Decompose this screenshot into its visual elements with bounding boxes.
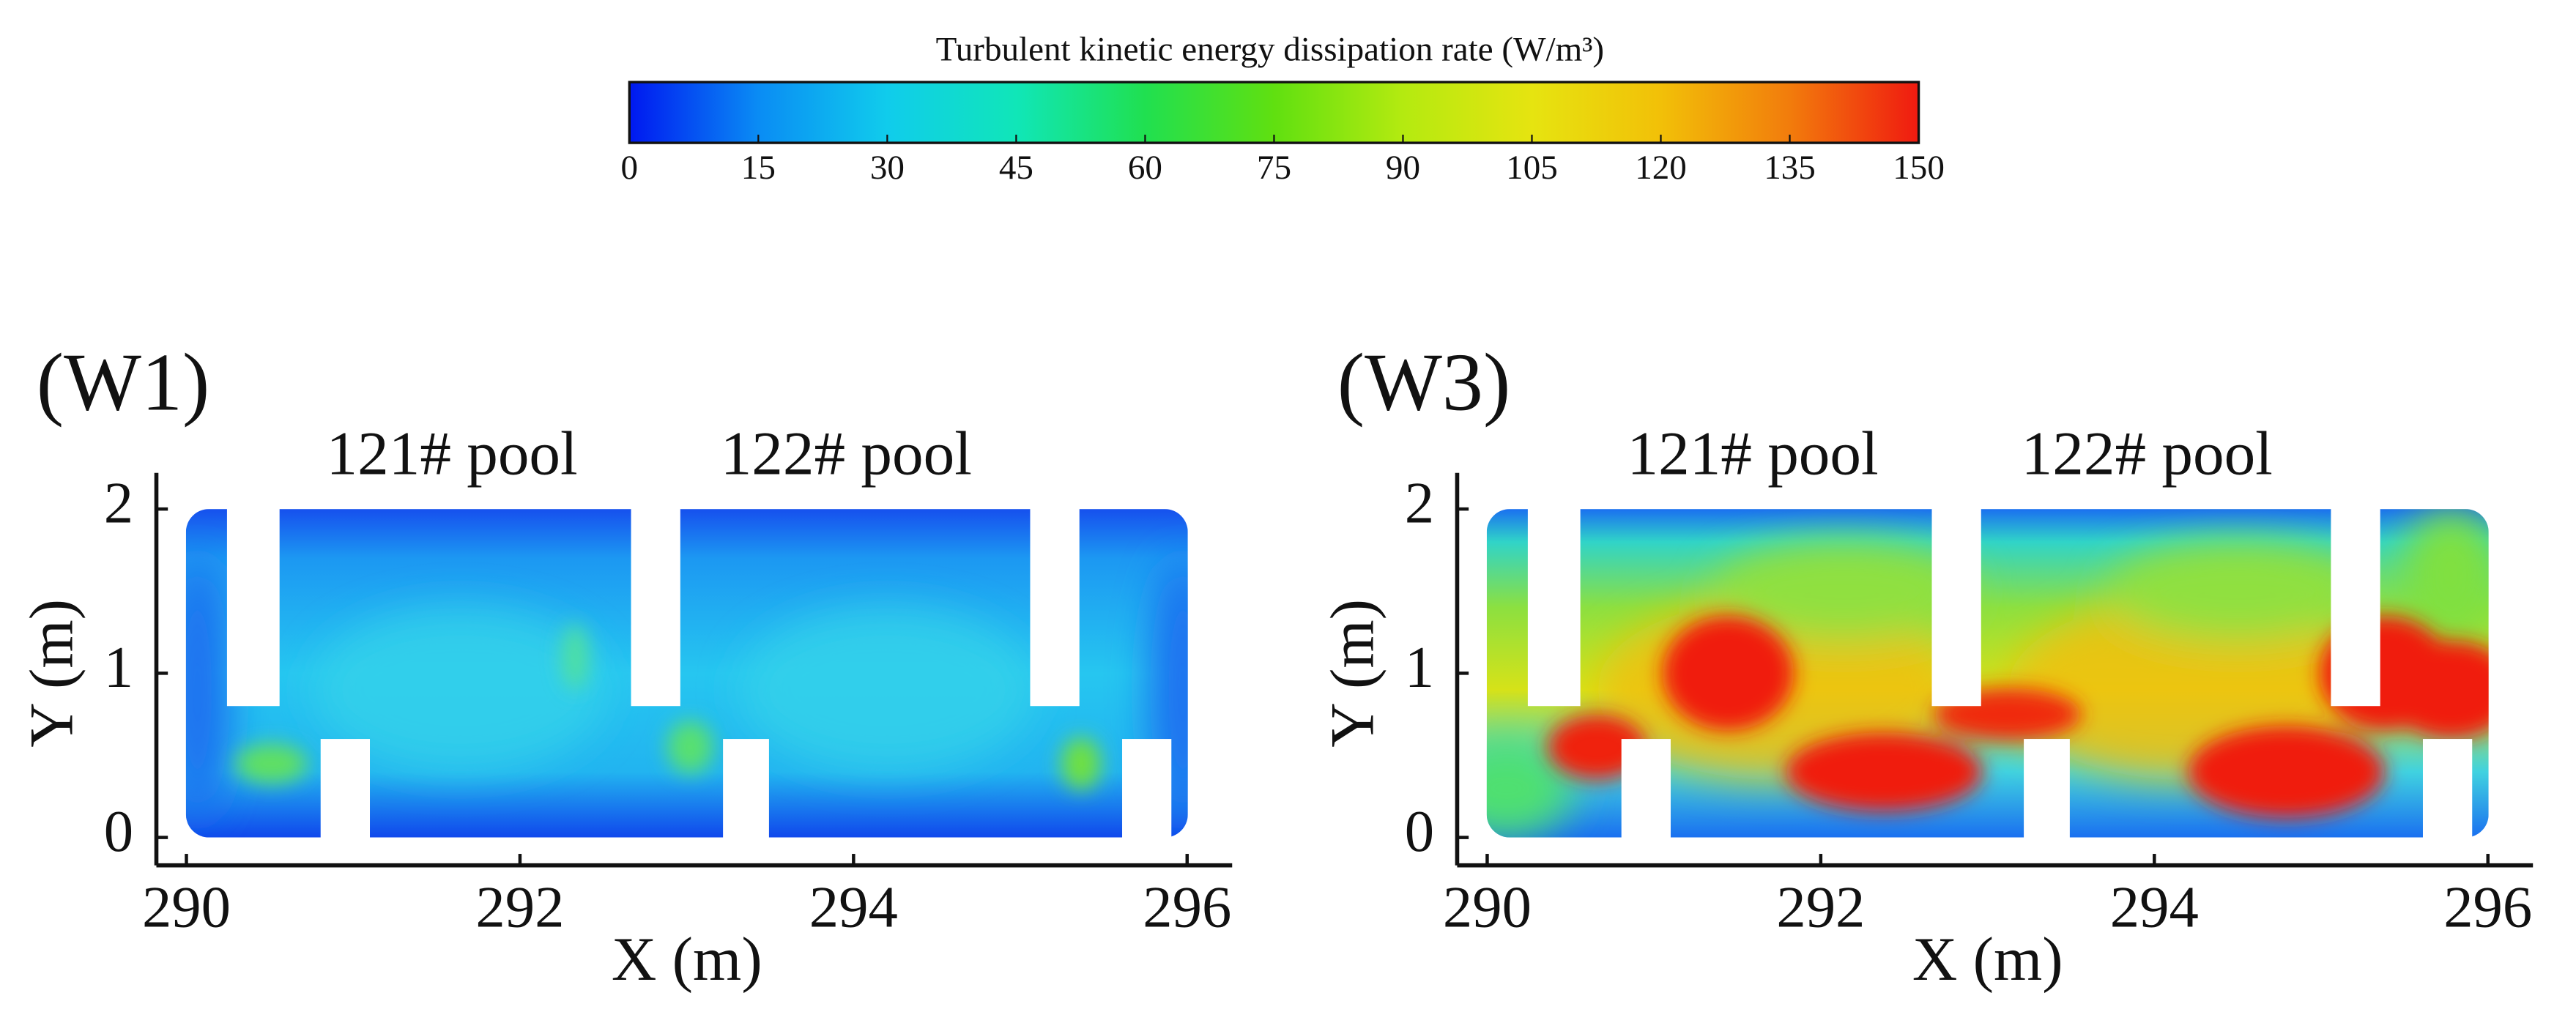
x-tick-label: 294 — [809, 874, 898, 940]
colorbar-tick-label: 30 — [870, 149, 905, 187]
y-tick-label: 2 — [1405, 471, 1434, 536]
colorbar-tick-label: 150 — [1893, 149, 1945, 187]
y-tick-label: 0 — [104, 799, 133, 864]
colorbar-title: Turbulent kinetic energy dissipation rat… — [936, 31, 1604, 69]
field-w1 — [185, 492, 1188, 855]
colorbar-tick-label: 60 — [1128, 149, 1162, 187]
panel-label: (W1) — [37, 337, 210, 428]
y-tick-label: 1 — [104, 635, 133, 700]
pool-label: 122# pool — [721, 419, 972, 488]
pool-label: 121# pool — [327, 419, 578, 488]
y-tick-label: 1 — [1405, 635, 1434, 700]
x-tick-label: 292 — [1776, 874, 1865, 940]
colorbar — [628, 81, 1920, 144]
y-axis-label: Y (m) — [18, 599, 86, 748]
colorbar-tick-label: 75 — [1257, 149, 1291, 187]
x-tick-label: 296 — [2443, 874, 2532, 940]
y-tick-label: 0 — [1405, 799, 1434, 864]
colorbar-tick-label: 90 — [1386, 149, 1420, 187]
colorbar-tick-label: 15 — [741, 149, 776, 187]
y-axis-label: Y (m) — [1318, 599, 1387, 748]
x-tick-label: 294 — [2110, 874, 2199, 940]
colorbar-tick-label: 120 — [1635, 149, 1687, 187]
x-tick-label: 296 — [1143, 874, 1231, 940]
pool-label: 121# pool — [1627, 419, 1878, 488]
x-axis-label: X (m) — [612, 925, 762, 994]
colorbar-tick-label: 45 — [999, 149, 1033, 187]
x-axis-label: X (m) — [1912, 925, 2063, 994]
x-tick-label: 290 — [142, 874, 231, 940]
field-w3 — [1486, 492, 2489, 855]
x-tick-label: 290 — [1443, 874, 1532, 940]
x-tick-label: 292 — [475, 874, 564, 940]
y-tick-label: 2 — [104, 471, 133, 536]
colorbar-tick-label: 105 — [1506, 149, 1558, 187]
colorbar-tick-label: 0 — [621, 149, 639, 187]
colorbar-tick-label: 135 — [1764, 149, 1816, 187]
pool-label: 122# pool — [2022, 419, 2273, 488]
panel-label: (W3) — [1337, 337, 1511, 428]
